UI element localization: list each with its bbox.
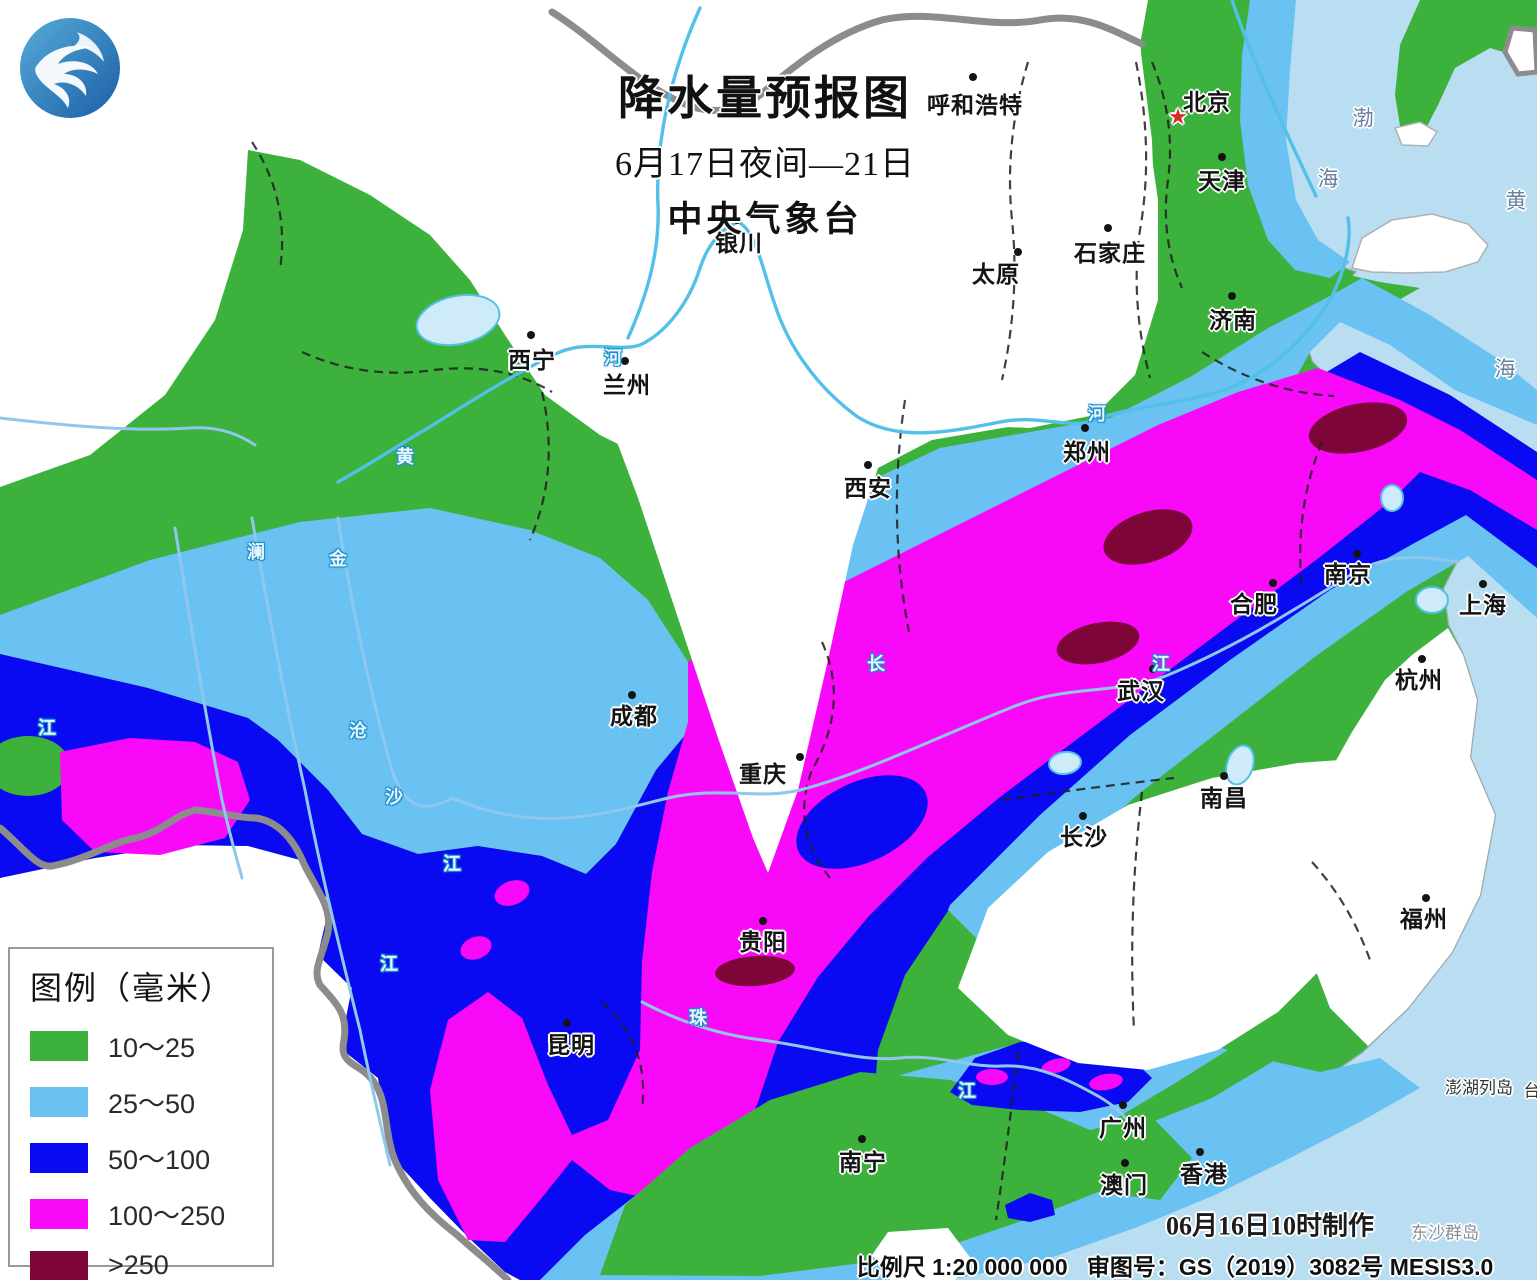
band-darkred-guizhou xyxy=(715,955,795,987)
legend-item-0: 10～25 xyxy=(30,1026,272,1065)
qinghai-lake xyxy=(415,293,501,347)
band-magenta-spot-5 xyxy=(1089,1073,1123,1091)
pearl-river xyxy=(640,1000,1134,1130)
legend-label: 25～50 xyxy=(108,1089,196,1119)
band-magenta-spot-1 xyxy=(494,880,530,906)
west-river xyxy=(0,416,257,447)
legend-label: 100～250 xyxy=(108,1201,226,1231)
legend-title: 图例（毫米） xyxy=(30,970,235,1006)
legend-label: >250 xyxy=(108,1250,169,1280)
legend-swatch xyxy=(30,1030,88,1061)
legend-swatch xyxy=(30,1142,88,1173)
korea-outline xyxy=(1502,25,1537,77)
band-lightblue-northwest-flank xyxy=(0,278,1537,874)
norain-south-central xyxy=(958,758,1408,1070)
band-magenta-spot-2 xyxy=(460,936,492,960)
lancang-river xyxy=(250,516,392,1167)
legend-item-1: 25～50 xyxy=(30,1082,272,1121)
forecast-period: 6月17日夜间—21日 xyxy=(615,146,915,183)
band-darkred-hubei xyxy=(1056,621,1140,665)
norain-hainan xyxy=(872,1228,972,1280)
title-block: 降水量预报图 6月17日夜间—21日 中央气象台 xyxy=(615,62,915,242)
yangtze-river xyxy=(450,555,1460,820)
legend-label: 50～100 xyxy=(108,1145,211,1175)
map-title: 降水量预报图 xyxy=(618,72,912,124)
band-blue-notch xyxy=(796,775,928,869)
cma-logo xyxy=(20,18,120,118)
legend-item-3: 100～250 xyxy=(30,1194,272,1233)
agency-name: 中央气象台 xyxy=(667,200,863,239)
legend-label: 10～25 xyxy=(108,1033,196,1063)
band-lightblue-bohai-strip xyxy=(1240,0,1350,278)
rivers xyxy=(0,0,1460,1167)
legend-swatch xyxy=(30,1250,88,1280)
legend-rows: 10～25 25～50 50～100 100～250 >250 xyxy=(30,1026,272,1280)
legend-box: 图例（毫米） 10～25 25～50 50～100 100～250 >250 xyxy=(8,947,274,1280)
north-river xyxy=(626,6,702,340)
shandong-peninsula xyxy=(1351,213,1489,274)
northeast-river xyxy=(1230,0,1318,198)
hongze-lake xyxy=(1380,484,1404,512)
tai-lake xyxy=(1415,586,1449,614)
changshan-islands xyxy=(1393,121,1439,147)
poyang-lake xyxy=(1225,744,1255,786)
band-green-liaodong xyxy=(1395,0,1537,140)
review-number: 审图号：GS（2019）3082号 MESIS3.0 xyxy=(1086,1254,1494,1280)
norain-north-corridor xyxy=(558,0,1156,873)
legend-item-2: 50～100 xyxy=(30,1138,272,1177)
national-borders xyxy=(0,8,1146,1280)
band-green-south xyxy=(600,1072,1192,1276)
band-green-left-spot xyxy=(0,736,70,796)
map-scale: 比例尺 1:20 000 000 xyxy=(856,1254,1068,1280)
legend-swatch xyxy=(30,1086,88,1117)
band-darkred-henan-hubei xyxy=(1103,509,1193,565)
band-magenta-tibet-east xyxy=(60,738,250,855)
band-magenta-spot-3 xyxy=(976,1069,1008,1085)
legend-item-4: >250 xyxy=(30,1250,272,1280)
band-darkred-anhui xyxy=(1308,402,1408,454)
nu-river xyxy=(173,526,244,880)
band-blue-hainan-strait xyxy=(1005,1193,1055,1222)
dongting-lake xyxy=(1048,750,1082,776)
band-lightblue-chengdu-tongue xyxy=(552,622,662,800)
scale-and-review: 比例尺 1:20 000 000 审图号：GS（2019）3082号 MESIS… xyxy=(857,1248,1494,1280)
jinsha-river xyxy=(336,516,454,808)
legend-swatch xyxy=(30,1198,88,1229)
production-timestamp: 06月16日10时制作 xyxy=(1165,1211,1375,1241)
province-borders xyxy=(251,61,1372,1221)
band-magenta-core xyxy=(430,368,1537,1242)
yellow-river xyxy=(336,216,1351,484)
band-magenta-spot-4 xyxy=(1041,1058,1071,1074)
